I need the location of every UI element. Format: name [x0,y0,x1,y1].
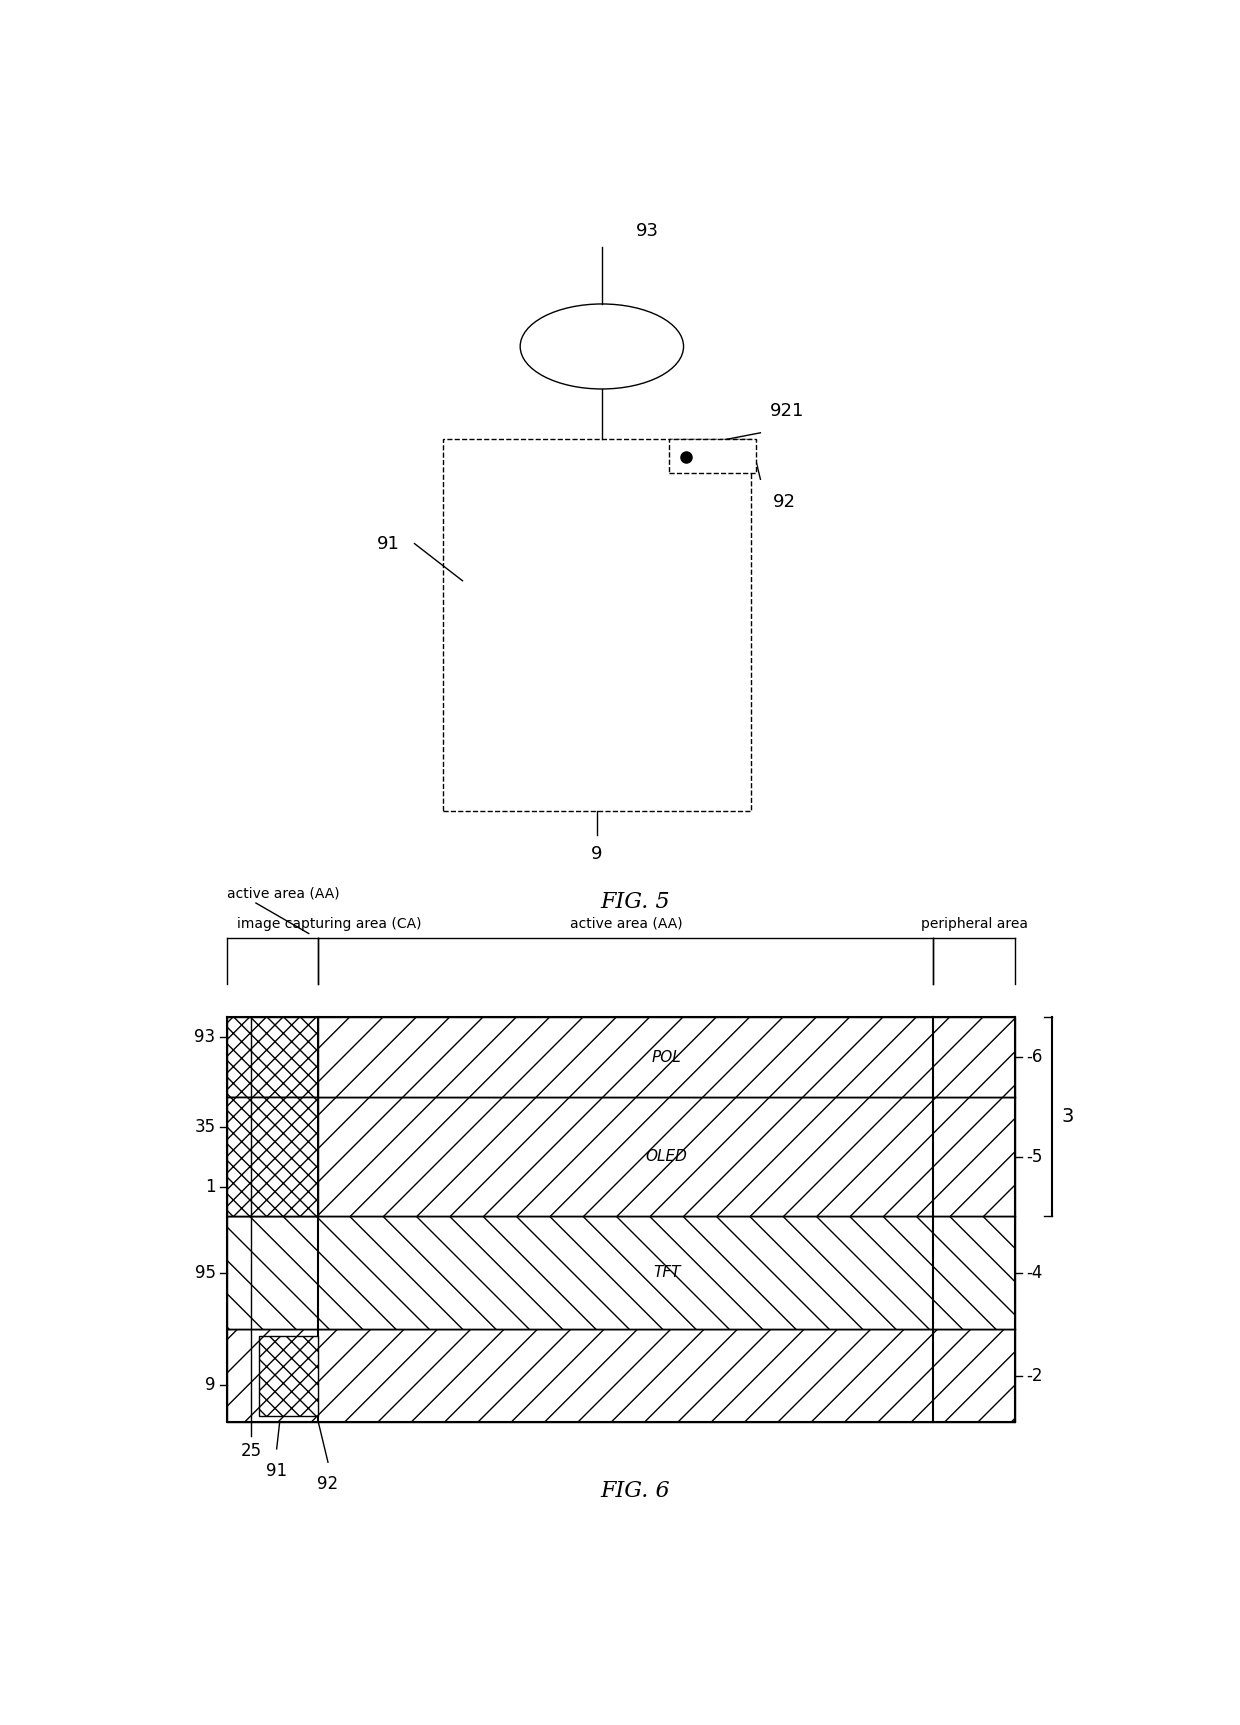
Text: -5: -5 [1027,1147,1043,1166]
Text: OLED: OLED [646,1149,688,1164]
Text: FIG. 5: FIG. 5 [600,892,671,913]
Text: -6: -6 [1027,1049,1043,1066]
Text: -4: -4 [1027,1264,1043,1282]
Text: peripheral area: peripheral area [921,918,1028,932]
Ellipse shape [521,304,683,388]
Text: 91: 91 [267,1463,288,1480]
Text: 1: 1 [205,1178,216,1195]
Bar [444,440,750,811]
Bar [227,1097,1016,1216]
Bar [227,1097,319,1216]
Bar [227,1216,1016,1330]
Bar [227,1018,319,1097]
Bar [227,1330,1016,1423]
Bar [259,1335,319,1416]
Text: 91: 91 [377,535,401,552]
Text: 35: 35 [195,1118,216,1135]
Text: 92: 92 [317,1475,339,1494]
Text: 3: 3 [1061,1107,1074,1126]
Text: 9: 9 [205,1377,216,1394]
Text: 92: 92 [773,493,796,511]
Text: image capturing area (CA): image capturing area (CA) [237,918,422,932]
Text: TFT: TFT [653,1266,681,1280]
Bar [670,440,755,473]
Text: 95: 95 [195,1264,216,1282]
Text: 93: 93 [195,1028,216,1045]
Text: -2: -2 [1027,1366,1043,1385]
Text: FIG. 6: FIG. 6 [600,1480,671,1502]
Text: 9: 9 [591,845,603,862]
Text: active area (AA): active area (AA) [227,887,340,900]
Text: 921: 921 [770,402,805,419]
Text: 93: 93 [635,223,658,240]
Text: POL: POL [652,1049,682,1064]
Text: 25: 25 [241,1442,262,1461]
Text: active area (AA): active area (AA) [569,918,682,932]
Bar [227,1018,1016,1097]
